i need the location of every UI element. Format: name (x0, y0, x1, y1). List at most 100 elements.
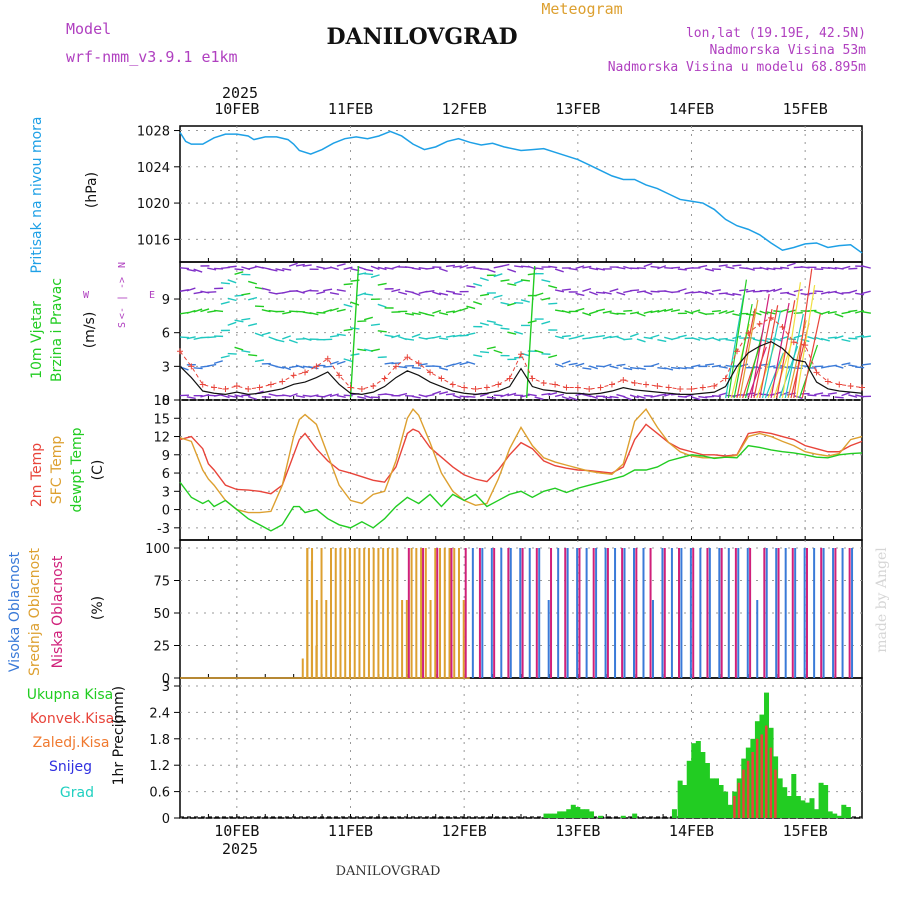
wind-arrow (820, 310, 830, 315)
wind-arrow (541, 320, 551, 325)
wind-arrow (588, 291, 598, 296)
model-name: wrf-nmm_v3.9.1 e1km (66, 48, 238, 66)
wind-arrow (227, 297, 237, 302)
wind-arrow (452, 265, 462, 268)
clouds-panel: 0 25 50 75 100 (145, 539, 863, 687)
wind-arrow (439, 292, 449, 296)
wind-gust-point (847, 383, 854, 390)
compass-north: N (117, 262, 128, 268)
precip-bar (723, 791, 729, 818)
wind-storm-arrow (753, 309, 773, 399)
wind-arrow (343, 328, 353, 332)
wind-storm-arrow (773, 341, 793, 399)
wind-arrow (336, 308, 346, 313)
wind-arrow (486, 268, 496, 273)
wind-gust-point (211, 384, 218, 391)
wind-arrow (616, 266, 626, 270)
wind-arrow (323, 365, 333, 368)
precip-bar (841, 804, 847, 818)
wind-arrow (445, 393, 456, 396)
precip-bars (180, 692, 862, 818)
wind-arrow (514, 356, 524, 359)
wind-storm-arrow (747, 346, 767, 399)
wind-arrow (582, 287, 592, 292)
compass-south: S (117, 322, 128, 328)
precip-bar (845, 807, 851, 818)
wind-arrow (616, 363, 626, 367)
precip-convective-bar (755, 738, 759, 818)
wind-arrow (705, 363, 715, 366)
bottom-day-label: 12FEB (442, 822, 487, 840)
wind-arrow (691, 396, 701, 401)
precip-tick-label: 1.8 (149, 733, 170, 748)
wind-arrows (179, 262, 872, 401)
precip-bar (823, 785, 829, 818)
wind-gust-point (313, 363, 320, 370)
wind-arrow (759, 266, 769, 271)
precip-convective-bar (774, 769, 777, 818)
wind-arrow (779, 335, 789, 340)
wind-arrow (493, 349, 503, 354)
wind-arrow (670, 266, 681, 269)
wind-arrow (193, 291, 203, 295)
wind-arrow (568, 267, 578, 271)
wind-arrow (548, 391, 558, 396)
wind-gust-line (525, 265, 536, 399)
wind-arrow (739, 289, 749, 292)
wind-gust-point (711, 383, 718, 390)
wind-arrow (623, 367, 633, 371)
wind-arrow (732, 264, 742, 267)
wind-arrow (241, 292, 251, 296)
wind-arrow (630, 289, 640, 292)
wind-arrow (568, 396, 578, 401)
wind-arrow (595, 267, 605, 271)
wind-arrow (561, 395, 571, 401)
precip-tick-label: 1.2 (149, 759, 170, 774)
wind-arrow (664, 367, 674, 371)
wind-arrow (411, 267, 421, 271)
wind-arrow (480, 350, 490, 354)
wind-arrow (486, 396, 496, 399)
wind-arrow (288, 339, 298, 344)
wind-arrow (466, 285, 476, 288)
wind-gust-point (699, 384, 706, 391)
precip-bar (543, 813, 549, 818)
bottom-day-label: 14FEB (669, 822, 714, 840)
lonlat-label: lon,lat (19.19E, 42.5N) (686, 26, 866, 41)
wind-arrow (657, 338, 667, 343)
wind-arrow (466, 305, 476, 310)
wind-arrow (316, 265, 326, 270)
wind-storm-arrow (744, 328, 765, 399)
wind-arrow (691, 364, 701, 368)
legend-total-precip: Ukupna Kisa (27, 687, 114, 703)
wind-gust-point (290, 372, 297, 379)
precip-bar (727, 804, 733, 818)
wind-arrow (411, 366, 421, 369)
wind-arrow (834, 313, 844, 318)
wind-arrow (848, 337, 858, 340)
wind-storm-arrow (784, 313, 804, 399)
wind-arrow (179, 336, 190, 339)
bottom-year-label: 2025 (222, 840, 258, 858)
wind-gust-point (733, 348, 740, 355)
wind-arrow (466, 360, 476, 365)
wind-arrow (534, 292, 544, 297)
wind-arrow (227, 279, 237, 284)
wind-arrow (234, 319, 244, 323)
precip-convective-bar (760, 734, 763, 818)
wind-arrow (677, 334, 687, 338)
top-day-labels: 10FEB 11FEB 12FEB 13FEB 14FEB 15FEB (214, 100, 827, 118)
wind-arrow (643, 262, 653, 268)
top-day-label: 13FEB (555, 100, 600, 118)
pressure-tick-label: 1016 (137, 233, 170, 248)
top-day-label: 12FEB (442, 100, 487, 118)
wind-arrow (527, 393, 537, 397)
wind-arrow (541, 297, 551, 301)
bottom-day-label: 11FEB (328, 822, 373, 840)
wind-gust-point (256, 384, 263, 391)
wind-arrow (432, 365, 442, 368)
chart-title: DANILOVGRAD (326, 24, 517, 50)
wind-arrow (234, 346, 244, 351)
wind-gust-point (552, 381, 559, 388)
precip-bar (588, 811, 594, 818)
